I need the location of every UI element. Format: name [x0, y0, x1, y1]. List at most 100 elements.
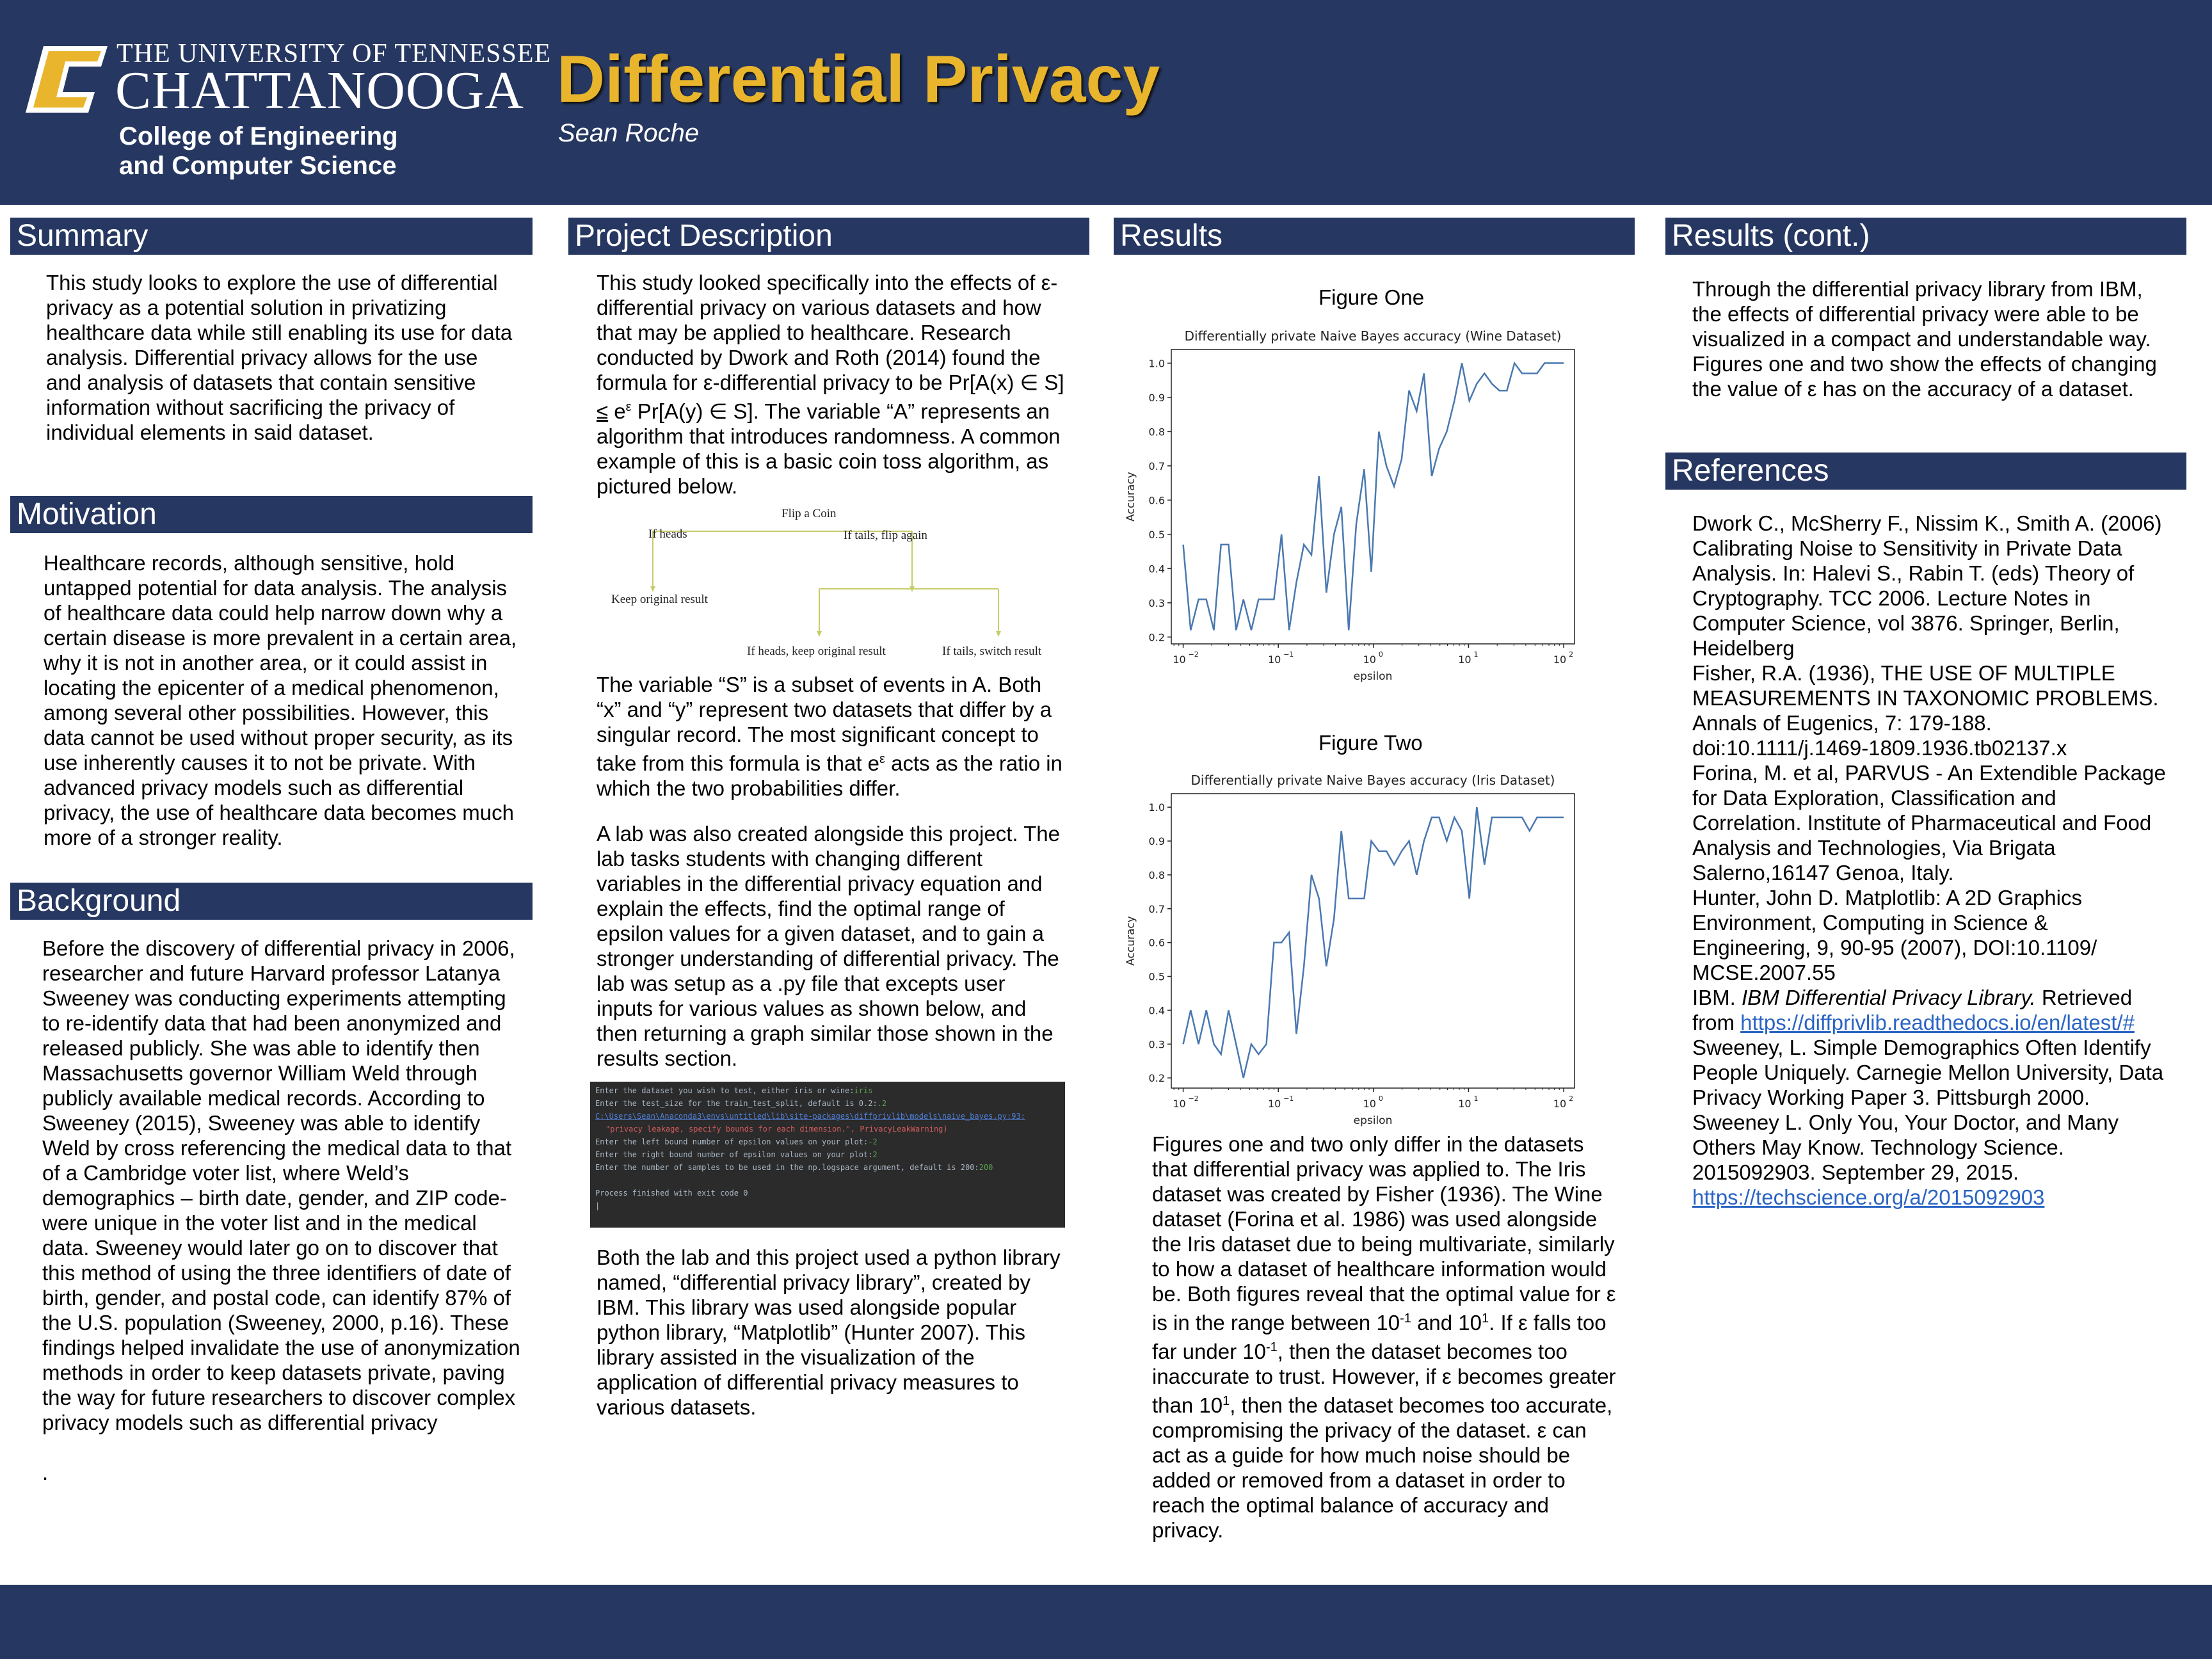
- epsilon-superscript: ε: [879, 752, 885, 766]
- reference-item: Sweeney, L. Simple Demographics Often Id…: [1692, 1036, 2164, 1109]
- references-list: Dwork C., McSherry F., Nissim K., Smith …: [1692, 511, 2166, 1210]
- x-tick-exponent: 0: [1379, 1094, 1383, 1103]
- y-tick-label: 0.3: [1149, 597, 1165, 609]
- figure-two-chart: Differentially private Naive Bayes accur…: [1125, 773, 1575, 1127]
- y-tick-label: 0.3: [1149, 1038, 1165, 1050]
- project-text-part: This study looked specifically into the …: [597, 271, 1064, 394]
- x-tick-exponent: 2: [1569, 650, 1573, 659]
- y-tick-label: 0.2: [1149, 1072, 1165, 1084]
- tree-right-left-leaf: If heads, keep original result: [747, 645, 886, 658]
- reference-item: Fisher, R.A. (1936), THE USE OF MULTIPLE…: [1692, 661, 2159, 760]
- accuracy-series-line: [1182, 361, 1564, 630]
- x-tick-label: 10: [1553, 1098, 1566, 1110]
- terminal-line: Enter the left bound number of epsilon v…: [595, 1137, 878, 1146]
- y-axis-label: Accuracy: [1125, 916, 1137, 966]
- poster-author: Sean Roche: [558, 119, 700, 147]
- x-tick-label: 10: [1268, 1098, 1281, 1110]
- terminal-exit-line: Process finished with exit code 0: [595, 1189, 748, 1198]
- reference-item: Hunter, John D. Matplotlib: A 2D Graphic…: [1692, 886, 2097, 984]
- plot-frame: [1171, 793, 1575, 1089]
- background-paragraph: Before the discovery of differential pri…: [42, 936, 520, 1434]
- project-paragraph-4: Both the lab and this project used a pyt…: [597, 1246, 1061, 1419]
- y-tick-label: 0.6: [1149, 494, 1165, 506]
- results-cont-text: Through the differential privacy library…: [1692, 277, 2157, 401]
- y-tick-label: 1.0: [1149, 357, 1165, 369]
- y-tick-label: 0.9: [1149, 392, 1165, 404]
- x-tick-label: 10: [1173, 1098, 1185, 1110]
- project-paragraph-2: The variable “S” is a subset of events i…: [597, 672, 1065, 801]
- y-tick-label: 1.0: [1149, 801, 1165, 813]
- plot-frame: [1171, 349, 1575, 645]
- coin-toss-diagram: Flip a Coin If heads If tails, flip agai…: [611, 507, 1042, 658]
- epsilon-superscript: ε: [625, 400, 632, 414]
- x-tick-label: 10: [1268, 653, 1281, 666]
- terminal-line: Enter the right bound number of epsilon …: [595, 1150, 878, 1159]
- figure-two-label: Figure Two: [1318, 731, 1423, 755]
- tree-right-right-leaf: If tails, switch result: [942, 645, 1042, 658]
- university-name-line1: THE UNIVERSITY OF TENNESSEE: [116, 39, 552, 68]
- reference-link[interactable]: https://diffprivlib.readthedocs.io/en/la…: [1740, 1011, 2135, 1034]
- project-paragraph-3: A lab was also created alongside this pr…: [597, 822, 1060, 1070]
- y-axis-label: Accuracy: [1125, 472, 1137, 522]
- motivation-heading: Motivation: [10, 496, 533, 533]
- y-tick-label: 0.7: [1149, 903, 1165, 915]
- terminal-line: Enter the dataset you wish to test, eith…: [595, 1086, 873, 1095]
- y-tick-label: 0.6: [1149, 937, 1165, 949]
- x-tick-exponent: 1: [1473, 1094, 1478, 1103]
- summary-text: This study looks to explore the use of d…: [46, 271, 513, 444]
- references-heading: References: [1665, 453, 2186, 490]
- terminal-screenshot: Enter the dataset you wish to test, eith…: [590, 1082, 1065, 1228]
- background-heading: Background: [10, 883, 533, 920]
- x-axis-label: epsilon: [1354, 670, 1393, 683]
- poster-title: Differential Privacy: [557, 42, 1160, 116]
- reference-item: IBM. IBM Differential Privacy Library. R…: [1692, 986, 2135, 1034]
- tree-left: If heads: [648, 527, 687, 541]
- college-name: College of Engineering and Computer Scie…: [119, 122, 398, 180]
- x-tick-exponent: −1: [1283, 650, 1294, 659]
- project-paragraph-1: This study looked specifically into the …: [597, 270, 1065, 499]
- background-trailing-mark: .: [42, 1461, 49, 1484]
- reference-link[interactable]: https://techscience.org/a/2015092903: [1692, 1185, 2045, 1209]
- x-tick-label: 10: [1458, 653, 1471, 666]
- college-name-line2: and Computer Science: [119, 152, 397, 180]
- y-tick-label: 0.9: [1149, 835, 1165, 847]
- y-tick-label: 0.8: [1149, 426, 1165, 438]
- x-tick-exponent: 0: [1379, 650, 1383, 659]
- reference-item: Sweeney L. Only You, Your Doctor, and Ma…: [1692, 1110, 2119, 1209]
- chart-title: Differentially private Naive Bayes accur…: [1191, 773, 1555, 788]
- y-tick-label: 0.5: [1149, 529, 1165, 541]
- project-text-part: The variable “S” is a subset of events i…: [597, 673, 1052, 775]
- y-tick-label: 0.5: [1149, 971, 1165, 983]
- x-tick-label: 10: [1173, 653, 1185, 666]
- figure-one-label: Figure One: [1318, 285, 1425, 309]
- x-tick-exponent: 1: [1473, 650, 1478, 659]
- terminal-cursor: |: [595, 1201, 600, 1210]
- tree-right: If tails, flip again: [844, 529, 927, 542]
- results-text: Figures one and two only differ in the d…: [1152, 1132, 1616, 1542]
- reference-item: Dwork C., McSherry F., Nissim K., Smith …: [1692, 511, 2162, 660]
- x-tick-label: 10: [1553, 653, 1566, 666]
- summary-heading: Summary: [10, 218, 533, 255]
- y-tick-label: 0.2: [1149, 631, 1165, 643]
- y-tick-label: 0.4: [1149, 1004, 1165, 1016]
- accuracy-series-line: [1182, 806, 1564, 1078]
- y-tick-label: 0.8: [1149, 869, 1165, 881]
- leq-symbol: ≤: [597, 399, 609, 423]
- x-tick-label: 10: [1363, 1098, 1376, 1110]
- y-tick-label: 0.7: [1149, 460, 1165, 472]
- university-name-line2: CHATTANOOGA: [115, 61, 524, 120]
- terminal-warning-text: "privacy leakage, specify bounds for eac…: [605, 1125, 948, 1134]
- header-banner: [0, 0, 2212, 205]
- x-tick-exponent: −2: [1189, 650, 1199, 659]
- college-name-line1: College of Engineering: [119, 122, 398, 150]
- x-tick-label: 10: [1363, 653, 1376, 666]
- terminal-warning-path: C:\Users\Sean\Anaconda3\envs\untitled\li…: [595, 1112, 1025, 1121]
- figure-one-chart: Differentially private Naive Bayes accur…: [1125, 328, 1575, 683]
- x-tick-exponent: −2: [1189, 1094, 1199, 1103]
- x-tick-exponent: 2: [1569, 1094, 1573, 1103]
- motivation-text: Healthcare records, although sensitive, …: [44, 551, 517, 849]
- results-cont-heading: Results (cont.): [1665, 218, 2186, 255]
- project-description-heading: Project Description: [568, 218, 1089, 255]
- project-text-part: Pr[A(y) ∈ S]. The variable “A” represent…: [597, 399, 1061, 498]
- tree-left-leaf: Keep original result: [611, 593, 709, 606]
